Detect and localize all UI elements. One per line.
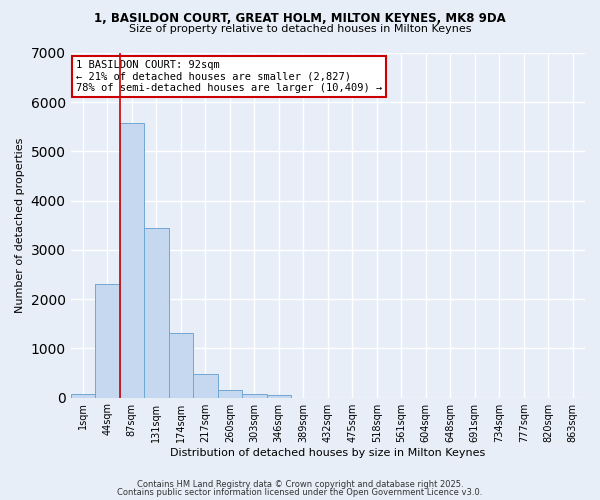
Text: 1, BASILDON COURT, GREAT HOLM, MILTON KEYNES, MK8 9DA: 1, BASILDON COURT, GREAT HOLM, MILTON KE… [94,12,506,26]
Text: Size of property relative to detached houses in Milton Keynes: Size of property relative to detached ho… [129,24,471,34]
Bar [95,284,119,398]
Bar [119,123,144,398]
Bar [266,396,291,398]
Text: 1 BASILDON COURT: 92sqm
← 21% of detached houses are smaller (2,827)
78% of semi: 1 BASILDON COURT: 92sqm ← 21% of detache… [76,60,382,93]
Bar [193,374,218,398]
Text: Contains HM Land Registry data © Crown copyright and database right 2025.: Contains HM Land Registry data © Crown c… [137,480,463,489]
Bar [71,394,95,398]
Bar [218,390,242,398]
Text: Contains public sector information licensed under the Open Government Licence v3: Contains public sector information licen… [118,488,482,497]
X-axis label: Distribution of detached houses by size in Milton Keynes: Distribution of detached houses by size … [170,448,485,458]
Bar [169,332,193,398]
Bar [242,394,266,398]
Bar [144,228,169,398]
Y-axis label: Number of detached properties: Number of detached properties [15,138,25,313]
